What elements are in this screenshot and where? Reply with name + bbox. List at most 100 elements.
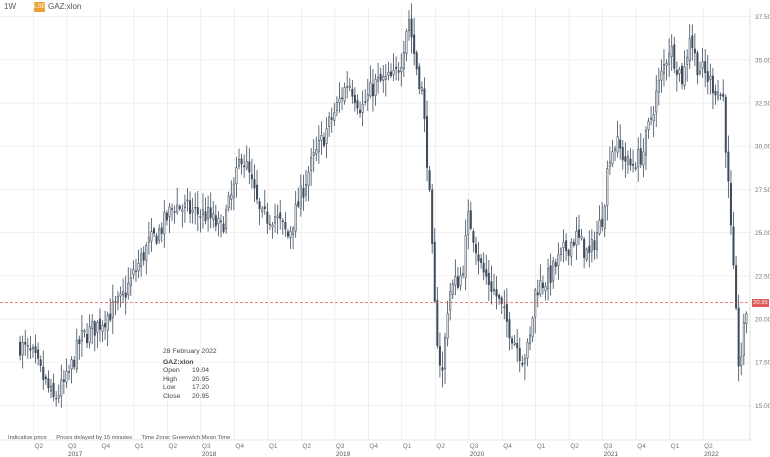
candle-body [472, 231, 475, 243]
candle-body [382, 76, 385, 81]
candle-body [129, 277, 132, 286]
x-tick-label: Q3 [68, 443, 77, 450]
candle-body [655, 90, 658, 113]
tooltip-value: 20.95 [192, 392, 210, 400]
candle-body [335, 102, 338, 111]
candle-body [266, 211, 269, 224]
candle-body [482, 263, 485, 273]
candle-body [740, 356, 743, 367]
candle-body [544, 286, 547, 292]
candle-body [209, 207, 212, 219]
candle-body [268, 223, 271, 226]
candle-body [727, 151, 730, 182]
candle-body [624, 156, 627, 162]
candle-body [413, 34, 416, 55]
candle-body [163, 212, 166, 235]
candle-body [55, 397, 58, 400]
candle-body [338, 98, 341, 103]
candle-body [248, 161, 251, 173]
candle-body [34, 346, 37, 354]
candle-body [405, 31, 408, 54]
candle-body [137, 262, 140, 272]
candle-body [160, 227, 163, 234]
candle-body [583, 238, 586, 258]
candle-body [168, 206, 171, 218]
candle-body [410, 18, 413, 38]
candle-body [204, 211, 207, 222]
candle-body [724, 96, 727, 153]
candle-body [511, 338, 514, 344]
candle-body [181, 209, 184, 212]
candle-body [26, 345, 29, 347]
candle-body [245, 160, 248, 169]
candle-body [660, 70, 663, 81]
interval-label[interactable]: 1W [4, 2, 16, 11]
candle-body [601, 218, 604, 227]
candle-body [407, 19, 411, 31]
candle-body [88, 326, 91, 344]
candle-body [196, 207, 199, 215]
candle-body [348, 85, 351, 88]
tooltip-label: High [163, 375, 177, 383]
candle-body [735, 265, 738, 309]
candle-body [353, 95, 356, 104]
candle-body [145, 244, 148, 261]
candle-body [696, 52, 699, 76]
candle-body [240, 158, 243, 165]
candle-body [505, 304, 508, 322]
candle-body [201, 209, 204, 216]
candle-body [596, 232, 599, 250]
y-tick-label: 25.00 [755, 230, 770, 237]
candle-body [683, 66, 686, 86]
candle-body [359, 109, 362, 114]
candle-body [377, 76, 380, 82]
candle-body [158, 228, 161, 241]
candle-body [333, 112, 336, 121]
candle-body [629, 158, 632, 166]
candle-body [456, 276, 459, 288]
candle-body [369, 82, 372, 97]
candle-body [98, 318, 101, 330]
x-year-label: 2017 [68, 451, 83, 457]
candle-body [310, 157, 313, 171]
candle-body [325, 128, 328, 144]
candle-body [619, 139, 622, 149]
x-tick-label: Q1 [403, 443, 412, 450]
candle-body [364, 101, 367, 103]
candle-body [722, 93, 725, 97]
candle-body [637, 148, 640, 168]
candle-body [678, 68, 681, 74]
candle-body [657, 79, 660, 93]
candle-body [449, 291, 452, 311]
candle-body [256, 184, 259, 200]
candle-body [351, 88, 354, 97]
chart-footer: Indicative price Prices delayed by 15 mi… [8, 435, 238, 441]
candle-body [415, 52, 418, 70]
candle-body [155, 235, 158, 244]
timezone-note: Time Zone: Greenwich Mean Time [141, 435, 231, 441]
candle-body [431, 189, 434, 244]
candle-body [104, 323, 107, 328]
candle-body [299, 185, 302, 209]
y-tick-label: 35.00 [755, 57, 770, 64]
candle-body [62, 379, 65, 382]
candle-body [709, 75, 712, 80]
candle-series [19, 3, 748, 408]
x-tick-label: Q2 [704, 443, 713, 450]
candle-body [178, 205, 181, 210]
candle-body [644, 129, 647, 156]
candle-body [451, 283, 454, 295]
candle-body [426, 116, 429, 168]
candle-body [701, 61, 704, 69]
candle-body [75, 339, 78, 370]
candle-body [70, 359, 73, 370]
candle-body [570, 241, 573, 257]
symbol-label[interactable]: GAZ:xlon [48, 2, 82, 11]
candle-body [374, 78, 377, 96]
candle-body [547, 268, 550, 290]
candle-body [704, 61, 707, 74]
candle-body [341, 97, 344, 100]
tooltip-label: Open [163, 367, 180, 375]
